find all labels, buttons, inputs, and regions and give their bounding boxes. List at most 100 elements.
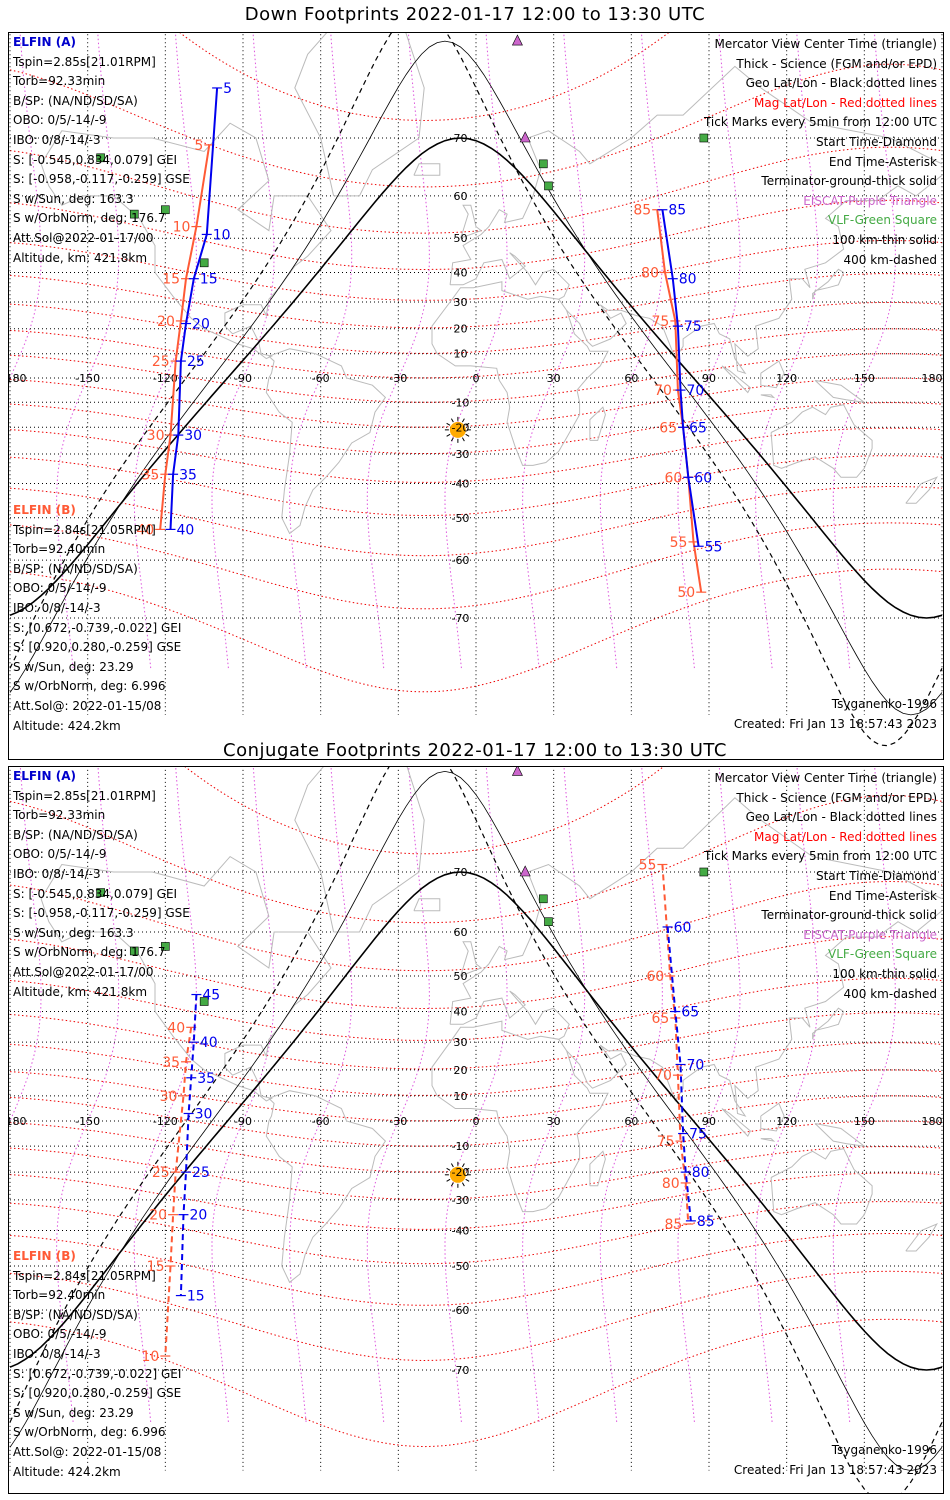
lon-tick-label: 60 xyxy=(624,372,638,385)
lon-tick-label: -150 xyxy=(75,1115,100,1128)
elfin-a-tick-label: 10 xyxy=(213,227,231,243)
lat-tick-label: 60 xyxy=(453,926,467,939)
lon-tick-label: 60 xyxy=(624,1115,638,1128)
elfin-b-header: ELFIN (B) xyxy=(13,1249,76,1263)
info-line: S w/OrbNorm, deg: 6.996 xyxy=(13,1425,166,1440)
lon-tick-label: -90 xyxy=(234,372,252,385)
sun-icon xyxy=(444,1161,471,1188)
mag-lat-line xyxy=(9,302,943,354)
mag-lon-line xyxy=(56,767,120,1422)
elfin-a-tick-label: 65 xyxy=(681,1005,699,1021)
info-line: Altitude, km: 421.8km xyxy=(13,250,148,265)
info-line: S: [0.672,-0.739,-0.022] GEI xyxy=(13,1366,182,1381)
coastline xyxy=(812,1007,845,1040)
terminator-400km xyxy=(9,767,943,1493)
lat-tick-label: -70 xyxy=(451,612,469,625)
elfin-b-tick-label: 65 xyxy=(659,420,677,436)
map-layer: -180 -150 -120 -90 -60 -30 0 30 60 90 120 150 180 70 6… xyxy=(9,767,943,1493)
map-layer: -180 -150 -120 -90 -60 -30 0 30 60 90 120 150 180 70 6… xyxy=(9,33,943,747)
lat-tick-label: -50 xyxy=(451,1260,469,1273)
legend-item: Geo Lat/Lon - Black dotted lines xyxy=(745,810,937,825)
lat-tick-label: -50 xyxy=(451,512,469,525)
legend-item: EISCAT-Purple Triangle xyxy=(803,927,937,942)
vlf-square xyxy=(539,894,548,904)
mag-lat-line xyxy=(184,767,664,855)
vlf-square xyxy=(539,159,548,169)
coastline xyxy=(589,406,606,441)
vlf-square xyxy=(544,181,553,191)
sun-ray xyxy=(450,1163,454,1168)
coastline xyxy=(760,360,785,389)
lon-tick-label: -120 xyxy=(153,372,178,385)
sun-icon xyxy=(444,416,471,443)
sun-ray xyxy=(446,1167,451,1171)
coastline xyxy=(770,404,873,478)
info-line: S: [0.920,0.280,-0.259] GSE xyxy=(13,640,182,655)
mag-lon-line xyxy=(832,767,896,1422)
elfin-a-tick-label: 30 xyxy=(195,1106,213,1122)
info-line: Torb=92.40min xyxy=(13,1288,106,1303)
sun-ray xyxy=(461,1182,465,1187)
elfin-b-tick-label: 15 xyxy=(162,272,180,288)
elfin-a-tick-label: 25 xyxy=(192,1165,210,1181)
coastline xyxy=(721,365,752,394)
elfin-b-tick-label: 70 xyxy=(654,383,672,399)
info-line: IBO: 0/8/-14/-3 xyxy=(13,1346,101,1361)
info-line: Att.Sol@: 2022-01-15/08 xyxy=(13,1444,162,1459)
mag-lon-line xyxy=(133,33,197,669)
eiscat-triangle xyxy=(511,767,523,776)
info-line: S w/OrbNorm, deg: 6.996 xyxy=(13,679,166,694)
sun-ray xyxy=(461,418,465,423)
info-line: B/SP: (NA/ND/SD/SA) xyxy=(13,93,138,108)
lat-tick-label: 50 xyxy=(453,232,467,245)
lon-tick-label: -180 xyxy=(9,372,26,385)
elfin-a-tick-label: 85 xyxy=(668,203,686,219)
lat-tick-label: -10 xyxy=(451,1140,469,1153)
info-line: IBO: 0/8/-14/-3 xyxy=(13,600,101,615)
sun-ray xyxy=(446,433,451,437)
info-line: OBO: 0/5/-14/-9 xyxy=(13,1327,107,1342)
mag-lon-line xyxy=(56,33,120,669)
elfin-a-track xyxy=(666,926,692,1222)
lon-tick-label: 120 xyxy=(776,372,797,385)
elfin-a-tick-label: 85 xyxy=(697,1214,715,1230)
legend-item: Mag Lat/Lon - Red dotted lines xyxy=(753,95,937,110)
mag-lon-line xyxy=(9,767,42,1125)
lon-tick-label: 150 xyxy=(854,372,875,385)
info-line: OBO: 0/5/-14/-9 xyxy=(13,113,107,128)
info-line: S: [-0.545,0.834,0.079] GEI xyxy=(13,152,178,167)
elfin-a-header: ELFIN (A) xyxy=(13,35,76,49)
elfin-a-tick-label: 40 xyxy=(177,522,195,538)
lon-tick-label: 150 xyxy=(854,1115,875,1128)
mag-lat-line xyxy=(9,63,943,188)
lon-tick-label: 180 xyxy=(922,1115,943,1128)
elfin-b-header: ELFIN (B) xyxy=(13,503,76,517)
lat-tick-label: 30 xyxy=(453,1036,467,1049)
elfin-a-info: ELFIN (A) Tspin=2.85s[21.01RPM] Torb=92.… xyxy=(13,33,190,268)
mag-lat-line xyxy=(9,199,943,271)
sun-ray xyxy=(465,1178,470,1182)
coastline xyxy=(413,163,441,176)
legend-item: Thick - Science (FGM and/or EPD) xyxy=(736,56,937,71)
info-line: B/SP: (NA/ND/SD/SA) xyxy=(13,561,138,576)
info-line: Att.Sol@2022-01-17/00 xyxy=(13,964,154,979)
info-line: OBO: 0/5/-14/-9 xyxy=(13,847,107,862)
elfin-a-tick-label: 20 xyxy=(189,1208,207,1224)
lon-tick-label: 90 xyxy=(702,372,716,385)
info-line: Att.Sol@2022-01-17/00 xyxy=(13,230,154,245)
created-timestamp: Created: Fri Jan 13 18:57:43 2023 xyxy=(733,1463,937,1477)
coastline xyxy=(460,941,483,977)
lon-tick-label: 30 xyxy=(547,372,561,385)
elfin-a-tick-label: 80 xyxy=(679,272,697,288)
lat-tick-label: -30 xyxy=(451,1194,469,1207)
info-line: S: [0.672,-0.739,-0.022] GEI xyxy=(13,620,182,635)
info-line: S w/Sun, deg: 23.29 xyxy=(13,1405,134,1420)
mercator-map: -180 -150 -120 -90 -60 -30 0 30 60 90 120 150 180 70 6… xyxy=(9,33,943,747)
elfin-a-tick-label: 20 xyxy=(192,317,210,333)
info-line: Altitude: 424.2km xyxy=(13,1464,121,1479)
legend-item: EISCAT-Purple Triangle xyxy=(803,193,937,208)
panel-title: Conjugate Footprints 2022-01-17 12:00 to… xyxy=(223,740,727,761)
mag-lat-line xyxy=(9,1318,943,1448)
sun-ray xyxy=(465,1167,470,1171)
lon-tick-label: 180 xyxy=(922,372,943,385)
